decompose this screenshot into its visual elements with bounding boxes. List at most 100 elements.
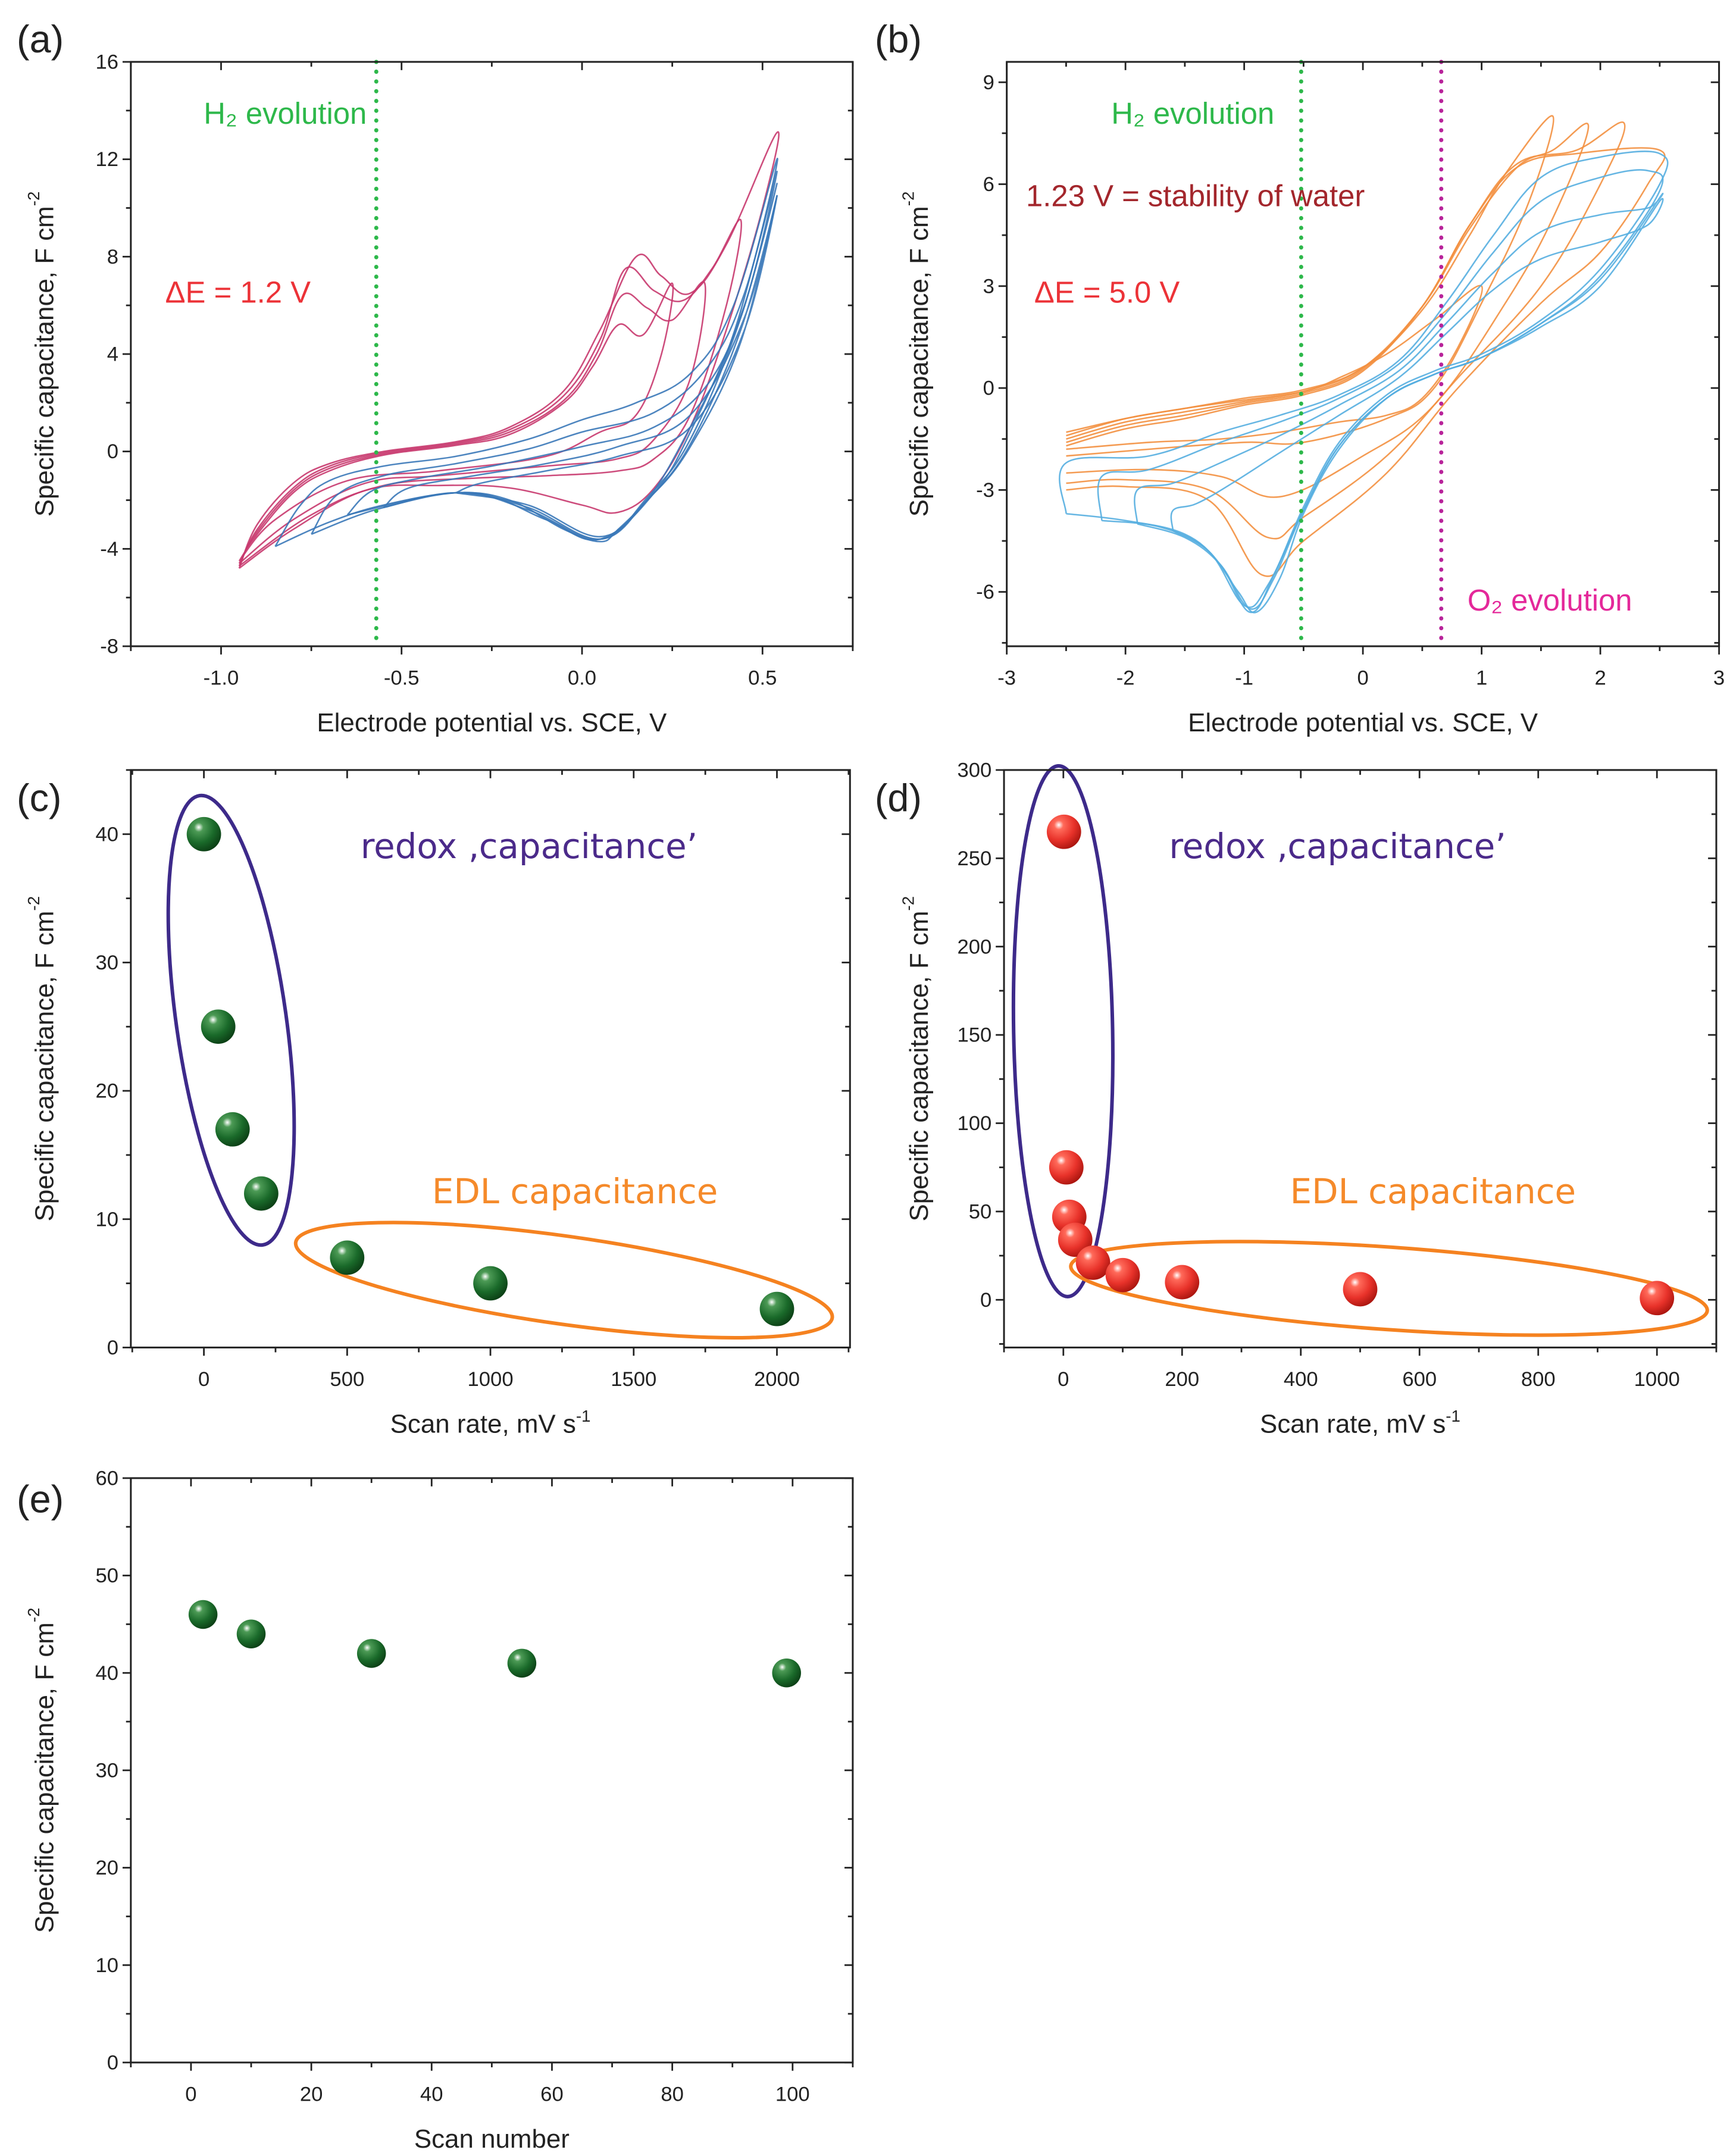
- y-axis-label-sup: -2: [899, 192, 917, 206]
- y-tick-label: 0: [980, 1289, 991, 1312]
- x-axis-label-text: Scan rate, mV s: [1260, 1410, 1446, 1439]
- y-tick-label: 16: [96, 51, 119, 74]
- x-tick-label: 40: [420, 2083, 443, 2106]
- x-axis-label-text: Scan number: [414, 2124, 570, 2154]
- y-axis-label-text: Specific capacitance, F cm: [904, 910, 933, 1221]
- axes-ticks: [996, 769, 1718, 1356]
- x-axis-label: Electrode potential vs. SCE, V: [1188, 708, 1538, 737]
- x-tick-label: 0: [185, 2083, 196, 2106]
- cv-curve-6: [311, 170, 778, 541]
- x-tick-label: -2: [1116, 667, 1135, 690]
- edl-ellipse: [293, 1221, 834, 1340]
- x-tick-label: 1: [1476, 667, 1487, 690]
- annotation: H₂ evolution: [204, 96, 367, 130]
- x-axis-label: Scan rate, mV s-1: [390, 1407, 591, 1438]
- plot-frame: [130, 1477, 854, 2064]
- data-point: [201, 1009, 236, 1044]
- x-tick-label: 1000: [468, 1368, 514, 1391]
- y-tick-label: 9: [983, 71, 994, 94]
- y-tick-label: -3: [976, 479, 994, 502]
- data-point: [473, 1266, 508, 1301]
- cv-curve-2: [238, 218, 742, 567]
- x-tick-label: 400: [1284, 1368, 1318, 1391]
- axes-ticks: [998, 61, 1720, 655]
- data-point: [188, 1600, 218, 1629]
- x-tick-label: 3: [1713, 667, 1725, 690]
- y-tick-label: 30: [96, 952, 119, 974]
- x-tick-label: -1.0: [204, 667, 239, 690]
- annotation: O₂ evolution: [1468, 583, 1632, 617]
- x-tick-label: 600: [1402, 1368, 1437, 1391]
- panel-label: (b): [875, 17, 922, 61]
- annotation: 1.23 V = stability of water: [1026, 179, 1365, 213]
- cv-curve-3: [238, 281, 706, 564]
- cv-curve-9: [455, 195, 778, 538]
- plot-frame: [1003, 769, 1718, 1348]
- plot-area: [1059, 115, 1669, 614]
- data-point: [1105, 1257, 1140, 1293]
- y-tick-label: 0: [107, 2051, 118, 2074]
- y-axis-label-text: Specific capacitance, F cm: [30, 1622, 59, 1933]
- y-axis-label-text: Specific capacitance, F cm: [904, 206, 933, 517]
- y-tick-label: 100: [957, 1112, 991, 1135]
- data-point: [1343, 1272, 1378, 1307]
- redox-ellipse: [1011, 764, 1115, 1298]
- x-tick-label: 1000: [1634, 1368, 1680, 1391]
- axes-ticks: [122, 769, 850, 1356]
- data-point: [759, 1291, 794, 1326]
- panel-b: (b) -3 -2 -1 0 1 2 3 -6 -3 0 3 6 9 Electrode potential…: [875, 17, 1725, 737]
- y-axis-label-text: Specific capacitance, F cm: [30, 910, 59, 1221]
- x-tick-label: 0: [198, 1368, 209, 1391]
- panel-a: (a) -1.0 -0.5 0.0 0.5 -8 -4 0 4 8 12 16 Electrode po…: [17, 17, 854, 737]
- panel-label: (e): [17, 1478, 64, 1521]
- y-axis-label: Specific capacitance, F cm-2: [24, 1608, 58, 1933]
- panel-c: (c) 0 500 1000 1500 2000 0 10 20 30 40 Scan rate, m…: [17, 769, 851, 1439]
- axes-ticks: [122, 61, 854, 655]
- y-tick-label: 50: [969, 1200, 992, 1223]
- y-tick-label: 40: [96, 1662, 119, 1685]
- x-axis-label-text: Scan rate, mV s: [390, 1410, 576, 1439]
- x-axis-label-text: Electrode potential vs. SCE, V: [317, 708, 667, 737]
- cv-curve-7: [1097, 169, 1664, 608]
- data-point: [236, 1619, 266, 1649]
- annotation: ΔE = 5.0 V: [1034, 275, 1180, 309]
- y-tick-label: 10: [96, 1954, 119, 1977]
- x-axis-label-sup: -1: [1446, 1407, 1460, 1425]
- y-axis-label-sup: -2: [899, 896, 917, 911]
- x-axis-label: Scan rate, mV s-1: [1260, 1407, 1460, 1438]
- x-tick-label: 2: [1594, 667, 1606, 690]
- annotation: redox ‚capacitance’: [1169, 826, 1506, 866]
- y-axis-label-text: Specific capacitance, F cm: [30, 206, 59, 517]
- y-tick-label: 300: [957, 759, 991, 781]
- y-axis-label: Specific capacitance, F cm-2: [899, 896, 933, 1222]
- plot-frame: [130, 61, 854, 647]
- x-tick-label: 0: [1357, 667, 1368, 690]
- plot-frame: [1006, 61, 1721, 647]
- x-tick-label: 60: [540, 2083, 564, 2106]
- plot-area: [238, 131, 780, 569]
- panel-label: (d): [875, 776, 922, 819]
- y-tick-label: 12: [96, 148, 119, 171]
- y-tick-label: 10: [96, 1208, 119, 1231]
- data-point: [1046, 814, 1081, 849]
- y-tick-label: 3: [983, 275, 994, 298]
- x-tick-label: -0.5: [384, 667, 420, 690]
- y-axis-label: Specific capacitance, F cm-2: [24, 192, 58, 517]
- data-point: [244, 1176, 279, 1211]
- y-tick-label: 20: [96, 1857, 119, 1879]
- x-axis-label-text: Electrode potential vs. SCE, V: [1188, 708, 1538, 737]
- y-axis-label: Specific capacitance, F cm-2: [24, 896, 58, 1222]
- y-axis-label-sup: -2: [24, 896, 42, 911]
- x-tick-label: 1500: [611, 1368, 656, 1391]
- x-axis-label: Electrode potential vs. SCE, V: [317, 708, 667, 737]
- y-axis-label-sup: -2: [24, 1608, 42, 1623]
- data-point: [330, 1240, 365, 1275]
- cv-curve-5: [1066, 147, 1666, 577]
- y-axis-label-sup: -2: [24, 192, 42, 206]
- x-tick-label: 2000: [754, 1368, 800, 1391]
- x-tick-label: 0.0: [568, 667, 596, 690]
- cv-curve-4: [238, 282, 674, 562]
- x-tick-label: 0.5: [748, 667, 777, 690]
- x-tick-label: 500: [330, 1368, 364, 1391]
- y-tick-label: 200: [957, 935, 991, 958]
